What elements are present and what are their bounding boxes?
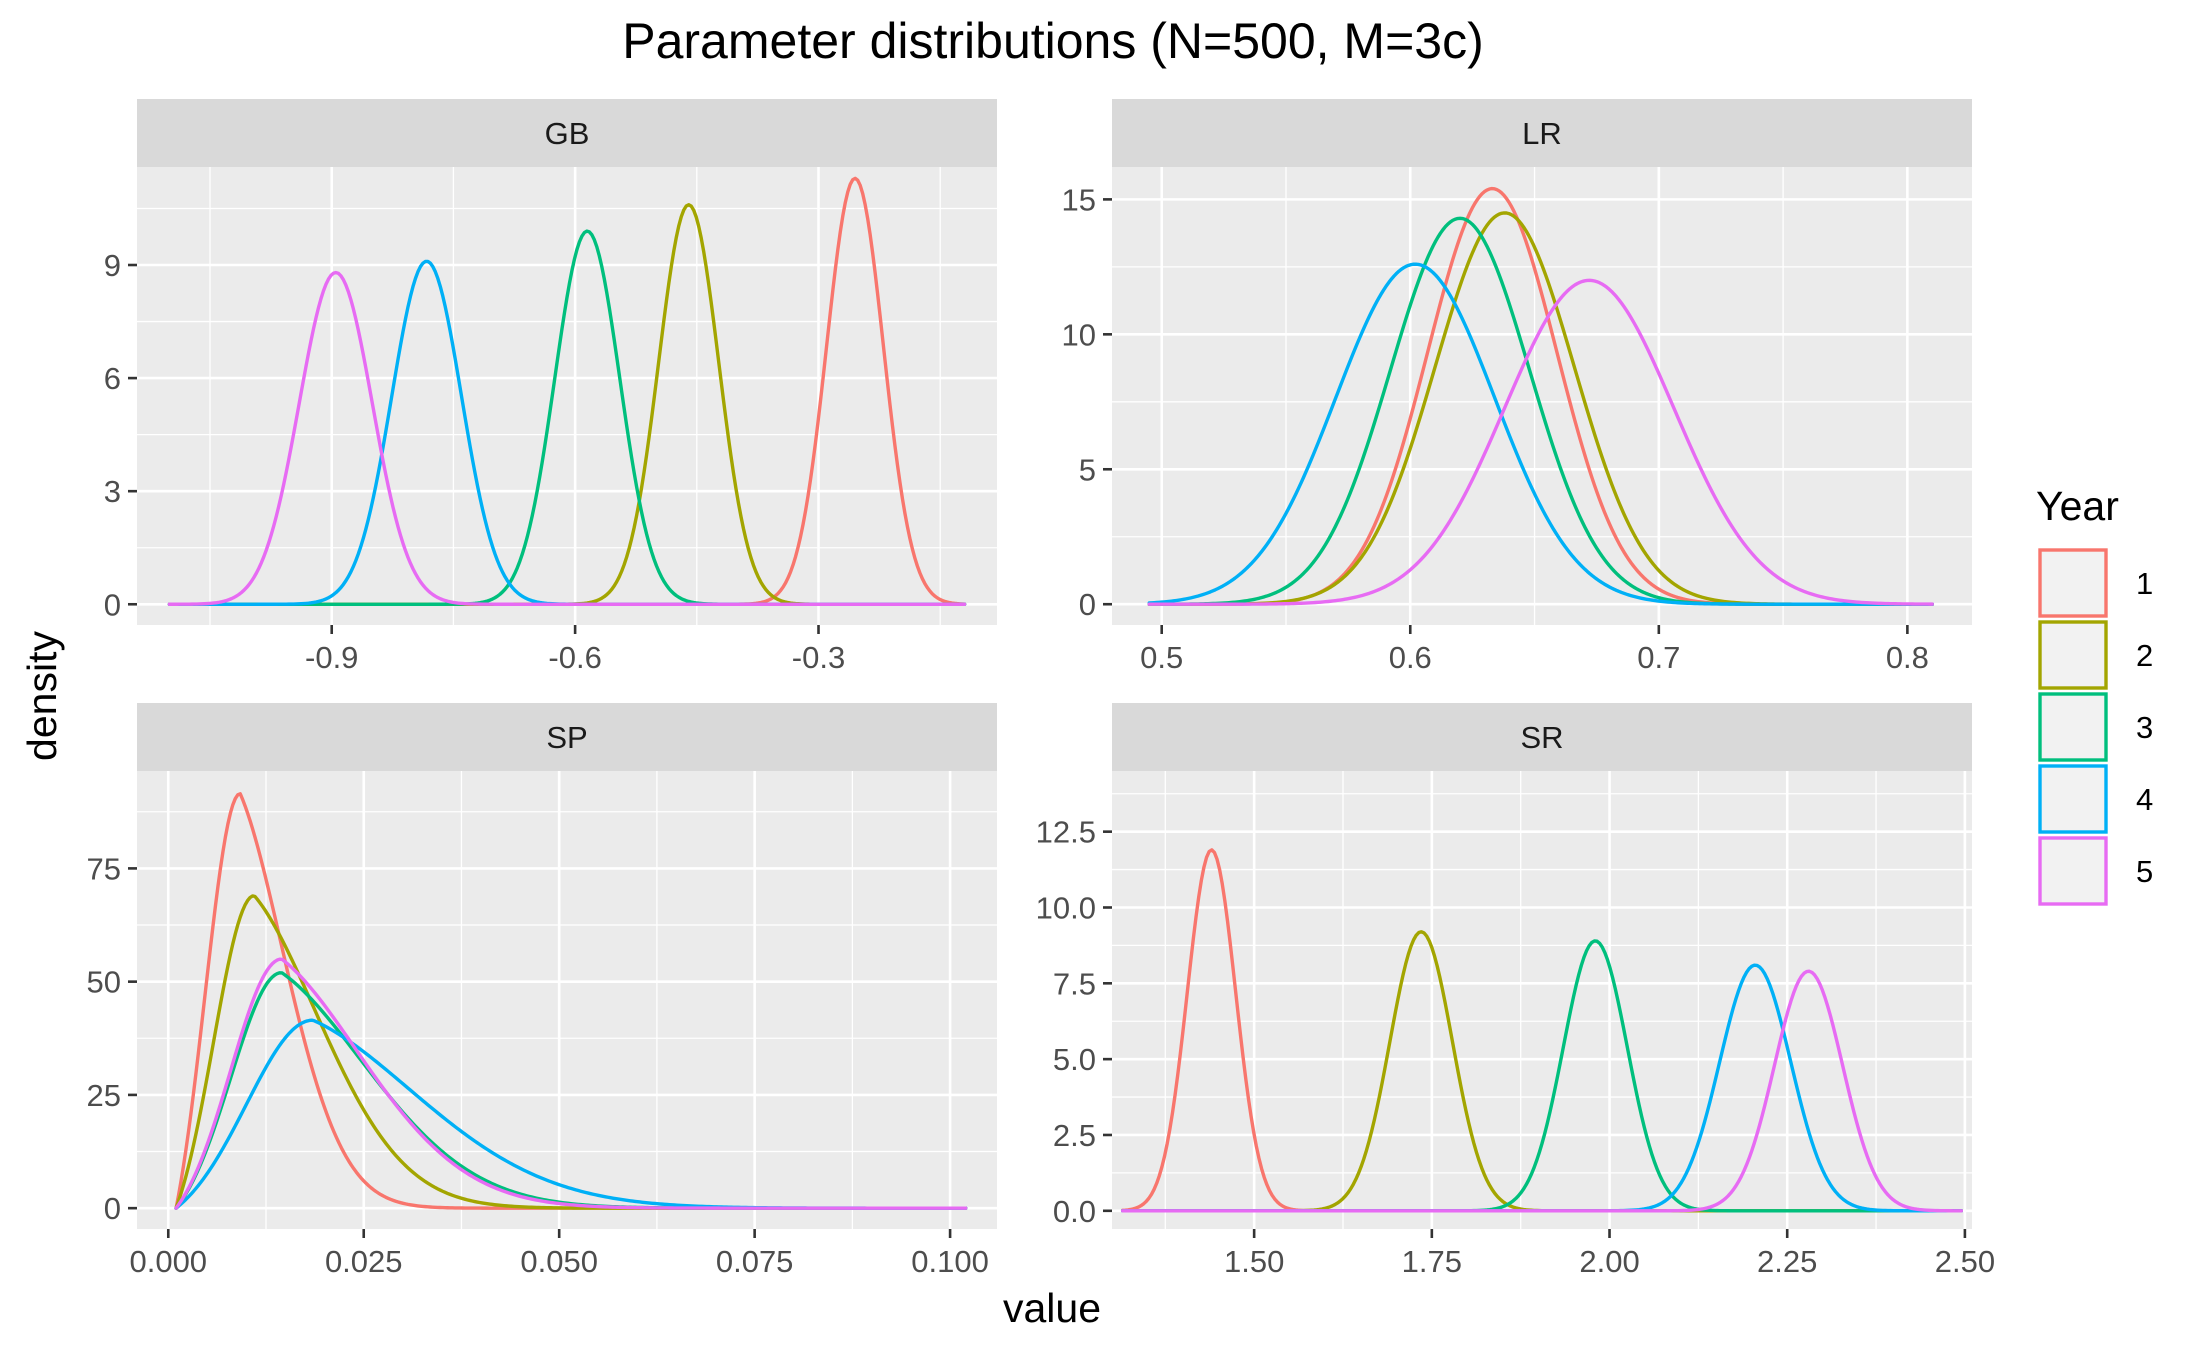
panel-gb: GB -0.9 -0.6 -0.3 0 3 6 9 <box>104 99 997 675</box>
y-tick-label: 25 <box>87 1078 121 1113</box>
legend-title: Year <box>2036 483 2119 529</box>
panels-layer: GB -0.9 -0.6 -0.3 0 3 6 9 LR 0.5 0.6 0.7 0.8 0 5 10 15 SP… <box>87 99 1995 1279</box>
panel-strip-label: SR <box>1520 720 1563 755</box>
panel-strip-label: LR <box>1522 116 1562 151</box>
x-tick-label: 0.025 <box>325 1244 403 1279</box>
y-tick-label: 6 <box>104 361 121 396</box>
panel-background <box>137 167 997 625</box>
panel-sr: SR 1.50 1.75 2.00 2.25 2.50 0.0 2.5 5.0 7.5 10.0 12… <box>1036 703 1995 1279</box>
x-tick-label: -0.9 <box>305 640 358 675</box>
y-tick-label: 9 <box>104 248 121 283</box>
y-tick-label: 7.5 <box>1053 966 1096 1001</box>
y-tick-label: 0 <box>104 1191 121 1226</box>
panel-strip-label: SP <box>546 720 587 755</box>
panel-sp: SP 0.000 0.025 0.050 0.075 0.100 0 25 50 75 <box>87 703 997 1279</box>
panel-lr: LR 0.5 0.6 0.7 0.8 0 5 10 15 <box>1062 99 1972 675</box>
legend-label-year-5: 5 <box>2136 854 2153 889</box>
legend-label-year-4: 4 <box>2136 782 2153 817</box>
legend-key-year-3 <box>2038 692 2108 762</box>
y-axis-title: density <box>19 631 65 761</box>
panel-background <box>1112 167 1972 625</box>
x-tick-label: 2.50 <box>1935 1244 1995 1279</box>
y-tick-label: 12.5 <box>1036 815 1096 850</box>
y-tick-label: 15 <box>1062 182 1096 217</box>
y-tick-label: 0 <box>104 587 121 622</box>
x-tick-label: 1.75 <box>1402 1244 1462 1279</box>
density-line-year-5 <box>1147 278 1934 606</box>
density-line-year-5 <box>1120 969 1964 1213</box>
x-tick-label: 0.6 <box>1389 640 1432 675</box>
density-line-year-5 <box>167 270 967 606</box>
legend-label-year-2: 2 <box>2136 638 2153 673</box>
x-tick-label: 0.050 <box>520 1244 598 1279</box>
y-tick-label: 0 <box>1079 587 1096 622</box>
y-tick-label: 0.0 <box>1053 1194 1096 1229</box>
y-tick-label: 10 <box>1062 317 1096 352</box>
legend-key-year-1 <box>2038 548 2108 618</box>
x-tick-label: 0.8 <box>1886 640 1929 675</box>
panel-strip <box>1112 703 1972 771</box>
y-tick-label: 3 <box>104 474 121 509</box>
y-tick-label: 50 <box>87 965 121 1000</box>
legend-label-year-1: 1 <box>2136 566 2153 601</box>
y-tick-label: 2.5 <box>1053 1118 1096 1153</box>
x-tick-label: 0.100 <box>911 1244 989 1279</box>
x-tick-label: 0.5 <box>1140 640 1183 675</box>
x-tick-label: 0.000 <box>129 1244 207 1279</box>
x-tick-label: -0.6 <box>548 640 601 675</box>
y-tick-label: 10.0 <box>1036 890 1096 925</box>
panel-background <box>1112 771 1972 1229</box>
panel-strip <box>1112 99 1972 167</box>
x-axis-title: value <box>1003 1285 1101 1331</box>
x-tick-label: 0.075 <box>716 1244 794 1279</box>
legend-key-year-2 <box>2038 620 2108 690</box>
legend-label-year-3: 3 <box>2136 710 2153 745</box>
density-line-year-5 <box>174 957 968 1210</box>
y-tick-label: 75 <box>87 851 121 886</box>
y-tick-label: 5.0 <box>1053 1042 1096 1077</box>
panel-background <box>137 771 997 1229</box>
x-tick-label: 2.00 <box>1579 1244 1639 1279</box>
panel-strip <box>137 99 997 167</box>
panel-strip <box>137 703 997 771</box>
x-tick-label: 0.7 <box>1637 640 1680 675</box>
x-tick-label: -0.3 <box>792 640 845 675</box>
panel-strip-label: GB <box>545 116 590 151</box>
legend-key-year-5 <box>2038 836 2108 906</box>
x-tick-label: 1.50 <box>1224 1244 1284 1279</box>
x-tick-label: 2.25 <box>1757 1244 1817 1279</box>
legend-key-year-4 <box>2038 764 2108 834</box>
legend: Year 1 2 3 4 5 <box>2036 483 2153 906</box>
chart-title: Parameter distributions (N=500, M=3c) <box>622 13 1483 69</box>
y-tick-label: 5 <box>1079 452 1096 487</box>
density-line-year-4 <box>1147 262 1934 606</box>
